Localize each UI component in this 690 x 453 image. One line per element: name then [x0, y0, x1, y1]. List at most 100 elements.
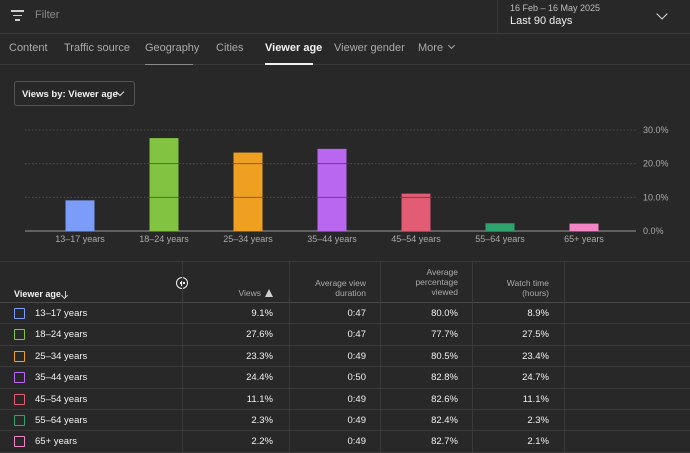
chevron-down-icon: [656, 8, 668, 20]
column-header-avg-view-duration-line2: duration: [335, 288, 366, 298]
x-tick-label: 13–17 years: [55, 234, 105, 244]
column-divider: [472, 261, 473, 453]
series-toggle-checkbox[interactable]: [14, 436, 25, 448]
x-tick-label: 25–34 years: [223, 234, 273, 244]
column-header-avg-view-duration-line1: Average view: [315, 278, 366, 288]
filter-icon[interactable]: [11, 10, 24, 21]
watch-time-cell: 24.7%: [522, 372, 549, 384]
tab-hover-underline: [145, 64, 193, 65]
views-cell: 23.3%: [246, 350, 273, 362]
column-divider: [564, 261, 565, 453]
y-tick-label: 20.0%: [643, 159, 669, 169]
table-row[interactable]: 55–64 years 2.3% 0:49 82.4% 2.3%: [0, 410, 690, 432]
tab-cities[interactable]: Cities: [216, 42, 244, 54]
tab-traffic-source[interactable]: Traffic source: [64, 42, 131, 54]
viewer-age-bar-chart: 30.0% 20.0% 10.0% 0.0% 13–17 years 18–24 year…: [25, 125, 669, 244]
series-toggle-checkbox[interactable]: [14, 393, 25, 405]
watch-time-cell: 2.3%: [527, 415, 549, 426]
bar-3[interactable]: [317, 148, 347, 231]
tab-more-label: More: [418, 42, 444, 54]
column-header-viewer-age-label: Viewer age: [14, 289, 61, 299]
row-label: 35–44 years: [35, 372, 88, 384]
views-by-label: Views by: Viewer age: [22, 89, 118, 100]
column-header-viewer-age[interactable]: Viewer age: [14, 289, 66, 299]
warning-icon: [265, 289, 273, 297]
bar-2[interactable]: [233, 152, 263, 231]
column-header-avg-pct-line1: Average: [426, 267, 458, 277]
tab-viewer-gender[interactable]: Viewer gender: [334, 42, 405, 54]
series-toggle-checkbox[interactable]: [14, 415, 25, 426]
column-divider: [182, 261, 183, 453]
watch-time-cell: 11.1%: [522, 393, 549, 405]
avg-percentage-viewed-cell: 82.8%: [431, 372, 458, 384]
tab-geography[interactable]: Geography: [145, 42, 200, 54]
x-tick-label: 45–54 years: [391, 234, 441, 244]
bar-4[interactable]: [401, 193, 431, 231]
series-toggle-checkbox[interactable]: [14, 308, 25, 319]
watch-time-cell: 8.9%: [527, 308, 549, 319]
table-header: Viewer age Views Average view duration A…: [0, 261, 690, 303]
column-header-watch-time-line2: (hours): [522, 288, 549, 298]
chevron-down-icon: [448, 41, 456, 50]
row-label: 18–24 years: [35, 329, 88, 341]
bar-0[interactable]: [65, 200, 95, 231]
y-tick-label: 10.0%: [643, 192, 669, 202]
table-row[interactable]: 18–24 years 27.6% 0:47 77.7% 27.5%: [0, 324, 690, 346]
column-divider: [289, 261, 290, 453]
date-range-selector[interactable]: 16 Feb – 16 May 2025 Last 90 days: [497, 0, 690, 34]
active-tab-underline: [265, 63, 313, 65]
bar-1[interactable]: [149, 138, 179, 231]
avg-view-duration-cell: 0:47: [347, 329, 367, 341]
series-toggle-checkbox[interactable]: [14, 350, 25, 362]
series-toggle-checkbox[interactable]: [14, 372, 25, 384]
filter-bar: Filter 16 Feb – 16 May 2025 Last 90 days: [0, 0, 690, 34]
column-header-avg-view-duration[interactable]: Average view duration: [315, 278, 366, 298]
watch-time-cell: 27.5%: [522, 329, 549, 341]
x-tick-label: 35–44 years: [307, 234, 357, 244]
avg-percentage-viewed-cell: 80.5%: [431, 350, 458, 362]
row-label: 65+ years: [35, 436, 77, 448]
tab-more[interactable]: More: [418, 41, 456, 54]
x-tick-label: 65+ years: [564, 234, 604, 244]
column-header-avg-pct-line3: viewed: [431, 287, 458, 297]
row-label: 25–34 years: [35, 350, 88, 362]
row-label: 45–54 years: [35, 393, 88, 405]
table-row[interactable]: 35–44 years 24.4% 0:50 82.8% 24.7%: [0, 367, 690, 389]
views-cell: 27.6%: [246, 329, 273, 341]
row-label: 55–64 years: [35, 415, 88, 426]
avg-view-duration-cell: 0:50: [347, 372, 367, 384]
avg-percentage-viewed-cell: 82.4%: [431, 415, 458, 426]
tab-bar: Content Traffic source Geography Cities …: [0, 34, 690, 65]
x-tick-label: 55–64 years: [475, 234, 525, 244]
avg-view-duration-cell: 0:49: [347, 350, 367, 362]
bar-5[interactable]: [485, 223, 515, 231]
bar-6[interactable]: [569, 223, 599, 231]
filter-input[interactable]: Filter: [35, 9, 60, 21]
column-header-views-label: Views: [238, 288, 261, 298]
table-row[interactable]: 25–34 years 23.3% 0:49 80.5% 23.4%: [0, 346, 690, 368]
watch-time-cell: 2.1%: [527, 436, 549, 448]
avg-view-duration-cell: 0:49: [347, 393, 367, 405]
column-header-avg-percentage-viewed[interactable]: Average percentage viewed: [415, 267, 458, 297]
views-by-dropdown[interactable]: Views by: Viewer age: [14, 81, 135, 106]
column-header-watch-time-line1: Watch time: [506, 278, 549, 288]
y-tick-label: 30.0%: [643, 125, 669, 135]
column-header-avg-pct-line2: percentage: [415, 277, 458, 287]
avg-percentage-viewed-cell: 82.6%: [431, 393, 458, 405]
column-header-views[interactable]: Views: [238, 288, 273, 298]
views-cell: 24.4%: [246, 372, 273, 384]
views-cell: 2.3%: [251, 415, 273, 426]
table-row[interactable]: 13–17 years 9.1% 0:47 80.0% 8.9%: [0, 303, 690, 325]
avg-view-duration-cell: 0:49: [347, 436, 367, 448]
date-range-text: 16 Feb – 16 May 2025: [510, 3, 601, 13]
column-header-watch-time[interactable]: Watch time (hours): [507, 278, 549, 298]
table-row[interactable]: 45–54 years 11.1% 0:49 82.6% 11.1%: [0, 389, 690, 410]
date-range-label: Last 90 days: [510, 15, 573, 27]
column-divider: [380, 261, 381, 453]
tab-content[interactable]: Content: [9, 42, 48, 54]
series-toggle-checkbox[interactable]: [14, 329, 25, 341]
row-label: 13–17 years: [35, 308, 88, 319]
avg-percentage-viewed-cell: 80.0%: [431, 308, 458, 319]
table-row[interactable]: 65+ years 2.2% 0:49 82.7% 2.1%: [0, 431, 690, 453]
tab-viewer-age[interactable]: Viewer age: [265, 42, 323, 54]
